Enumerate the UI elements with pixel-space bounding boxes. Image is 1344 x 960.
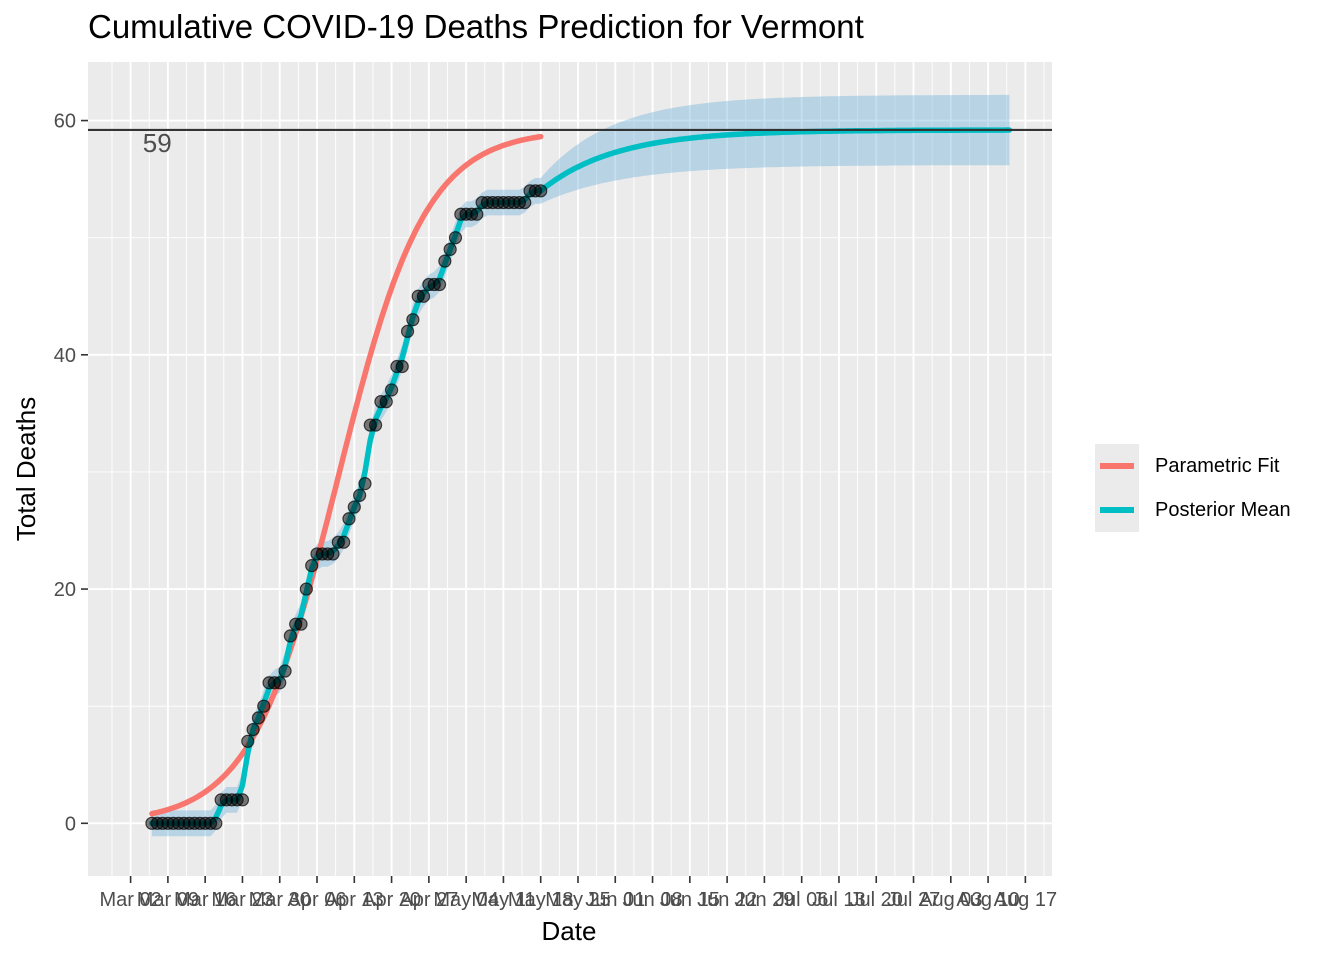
- x-tick-label: Jul 06: [775, 889, 828, 911]
- data-point: [416, 289, 431, 303]
- y-axis-title: Total Deaths: [11, 397, 41, 542]
- legend-swatch-posterior-mean: [1100, 507, 1134, 513]
- data-point: [251, 711, 266, 725]
- data-point: [209, 816, 223, 830]
- x-tick-label: Mar 23: [211, 889, 273, 911]
- x-tick-label: Jun 29: [734, 889, 794, 911]
- y-tick-label: 40: [54, 345, 76, 367]
- y-tick-label: 20: [54, 579, 76, 601]
- x-tick-label: Jun 08: [623, 889, 683, 911]
- data-point: [257, 699, 271, 713]
- x-tick-label: Aug 03: [919, 889, 982, 911]
- data-point: [443, 242, 457, 256]
- final-deaths-label: 59: [143, 128, 172, 158]
- x-tick-label: May 18: [508, 889, 574, 911]
- final-value-line: 59: [88, 128, 1052, 158]
- x-tick-label: Jun 15: [660, 889, 720, 911]
- data-point: [432, 277, 447, 292]
- y-tick-label: 0: [65, 813, 76, 835]
- data-point: [342, 512, 356, 526]
- observed-points: [145, 184, 548, 830]
- legend-label: Parametric Fit: [1155, 454, 1280, 477]
- data-point: [369, 418, 383, 432]
- x-tick-label: Apr 13: [325, 889, 384, 911]
- data-point: [448, 231, 463, 245]
- x-tick-label: May 11: [471, 889, 535, 911]
- data-point: [384, 383, 399, 397]
- x-tick-label: Jun 22: [697, 889, 757, 911]
- data-point: [299, 582, 313, 596]
- data-point: [395, 359, 409, 374]
- x-tick-label: May 04: [433, 889, 499, 911]
- x-tick-label: Mar 09: [137, 889, 199, 911]
- x-tick-label: Apr 27: [399, 889, 458, 911]
- data-point: [400, 324, 415, 338]
- x-tick-label: Mar 16: [174, 889, 236, 911]
- x-tick-label: Apr 20: [362, 889, 421, 911]
- legend: Parametric Fit Posterior Mean: [1095, 444, 1291, 532]
- parametric-fit-series: [149, 133, 544, 817]
- x-tick-label: Jun 01: [585, 889, 645, 911]
- legend-item-posterior-mean: Posterior Mean: [1095, 488, 1291, 532]
- data-point: [337, 535, 351, 549]
- data-point: [534, 184, 548, 198]
- chart-title: Cumulative COVID-19 Deaths Prediction fo…: [88, 8, 864, 45]
- data-point: [353, 488, 367, 502]
- data-point: [294, 617, 308, 631]
- data-point: [235, 793, 250, 807]
- data-point: [305, 559, 319, 573]
- x-tick-label: Jul 27: [887, 889, 940, 911]
- x-tick-label: Jul 13: [812, 889, 865, 911]
- data-point: [379, 395, 393, 409]
- legend-item-parametric-fit: Parametric Fit: [1095, 444, 1291, 488]
- x-tick-label: Mar 02: [99, 889, 161, 911]
- data-point: [438, 254, 452, 268]
- data-point: [406, 313, 420, 327]
- x-tick-label: Mar 30: [249, 889, 311, 911]
- x-axis-title: Date: [542, 916, 597, 946]
- y-tick-label: 60: [54, 111, 76, 133]
- data-point: [326, 547, 340, 561]
- x-tick-label: Apr 06: [288, 889, 347, 911]
- legend-key: [1095, 444, 1139, 488]
- minor-gridlines: [88, 62, 1052, 876]
- data-point: [470, 207, 484, 221]
- x-tick-label: Aug 17: [994, 889, 1057, 911]
- data-point: [283, 629, 297, 643]
- legend-key: [1095, 488, 1139, 532]
- parametric-fit-line: [149, 133, 544, 817]
- x-tick-label: Jul 20: [850, 889, 903, 911]
- legend-label: Posterior Mean: [1155, 498, 1291, 521]
- data-point: [246, 722, 260, 737]
- data-point: [273, 676, 287, 690]
- data-point: [278, 664, 292, 678]
- x-tick-label: May 25: [545, 889, 611, 911]
- x-tick-label: Aug 10: [956, 889, 1019, 911]
- data-point: [241, 734, 255, 748]
- data-point: [347, 500, 361, 514]
- legend-swatch-parametric-fit: [1100, 463, 1134, 469]
- data-point: [518, 195, 532, 210]
- data-point: [358, 477, 372, 491]
